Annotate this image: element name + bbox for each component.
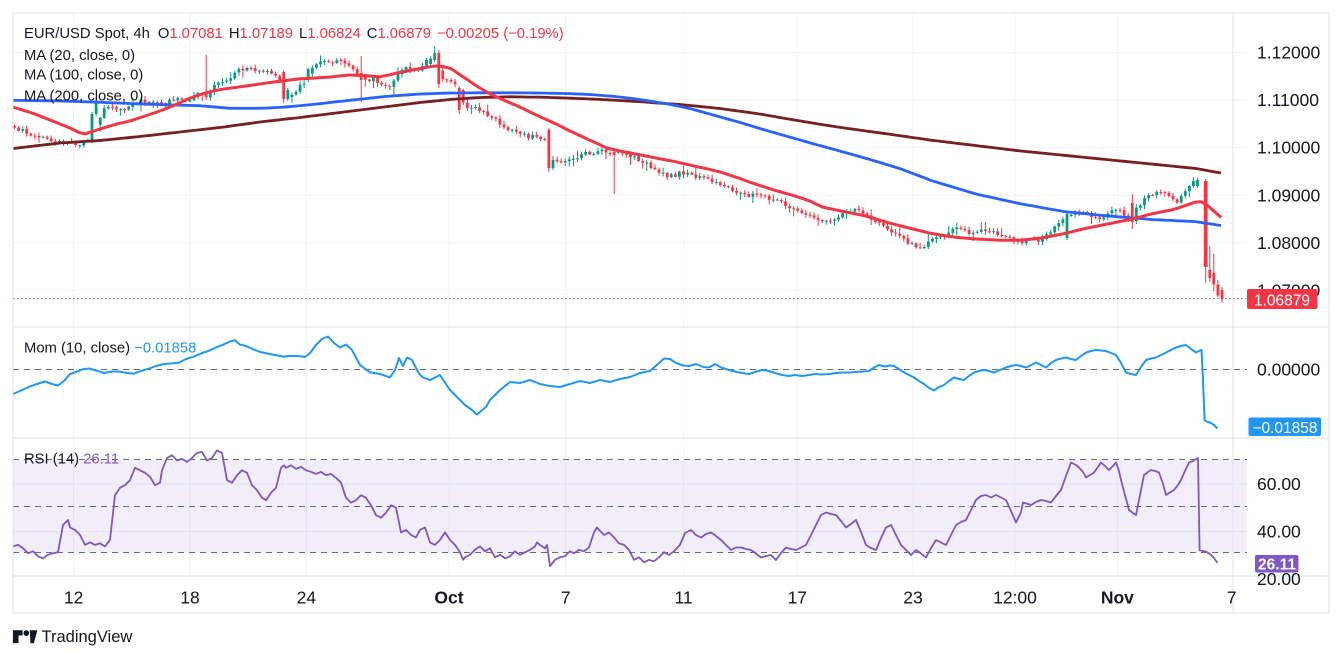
- svg-text:7: 7: [1227, 588, 1237, 608]
- svg-text:23: 23: [903, 588, 922, 608]
- svg-text:1.06879: 1.06879: [1254, 293, 1310, 310]
- svg-text:Mom (10, close) −0.01858: Mom (10, close) −0.01858: [24, 340, 196, 356]
- svg-text:MA (20, close, 0): MA (20, close, 0): [24, 48, 135, 64]
- svg-text:12: 12: [64, 588, 83, 608]
- svg-text:7: 7: [561, 588, 571, 608]
- svg-text:26.11: 26.11: [1258, 557, 1296, 574]
- svg-text:MA (200, close, 0): MA (200, close, 0): [24, 88, 143, 104]
- svg-text:−0.01858: −0.01858: [1252, 420, 1317, 437]
- svg-text:1.09000: 1.09000: [1257, 185, 1321, 205]
- svg-text:1.11000: 1.11000: [1257, 90, 1319, 110]
- svg-text:1.12000: 1.12000: [1257, 43, 1321, 63]
- svg-text:20.00: 20.00: [1257, 569, 1301, 589]
- svg-text:12:00: 12:00: [993, 588, 1037, 608]
- svg-text:11: 11: [675, 588, 693, 608]
- svg-text:1.08000: 1.08000: [1257, 233, 1321, 253]
- svg-text:18: 18: [180, 588, 199, 608]
- svg-text:1.10000: 1.10000: [1257, 138, 1321, 158]
- svg-text:TradingView: TradingView: [42, 628, 133, 646]
- svg-text:40.00: 40.00: [1257, 522, 1301, 542]
- svg-text:Oct: Oct: [434, 588, 463, 608]
- svg-text:24: 24: [297, 588, 317, 608]
- svg-text:MA (100, close, 0): MA (100, close, 0): [24, 67, 143, 83]
- svg-text:Nov: Nov: [1101, 588, 1134, 608]
- svg-text:0.00000: 0.00000: [1257, 360, 1321, 380]
- svg-text:RSI (14) 26.11: RSI (14) 26.11: [24, 451, 119, 467]
- svg-text:17: 17: [788, 588, 807, 608]
- svg-text:60.00: 60.00: [1257, 474, 1301, 494]
